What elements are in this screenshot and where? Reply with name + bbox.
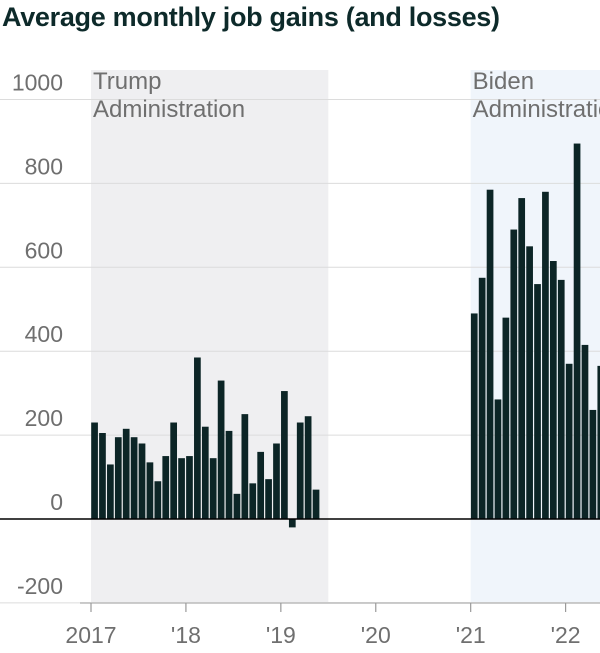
- y-tick-label-400: 400: [25, 321, 63, 347]
- bar-2021-05: [502, 317, 510, 519]
- bar-2018-12: [273, 443, 280, 519]
- y-tick-label-0: 0: [50, 489, 63, 515]
- bar-2017-05: [122, 428, 130, 519]
- bar-2017-12: [178, 458, 185, 519]
- y-tick-label-200: 200: [25, 405, 63, 431]
- bar-2021-08: [526, 246, 533, 519]
- bar-2021-10: [542, 191, 549, 520]
- bar-2021-09: [534, 284, 541, 519]
- bar-2019-03: [296, 422, 304, 519]
- bar-2018-01: [186, 456, 193, 519]
- bar-2017-03: [107, 464, 114, 519]
- bar-2022-03: [581, 344, 589, 519]
- chart-title: Average monthly job gains (and losses): [2, 2, 500, 32]
- bar-2017-11: [170, 422, 178, 519]
- bar-2018-11: [265, 479, 272, 519]
- bar-2021-11: [549, 261, 557, 519]
- x-tick-label-2022-01: '22: [551, 622, 581, 648]
- bar-2021-06: [510, 229, 518, 520]
- y-tick-label-800: 800: [25, 153, 63, 179]
- y-tick-label-600: 600: [25, 237, 63, 263]
- bar-2022-01: [565, 363, 573, 519]
- bar-2017-10: [162, 456, 170, 519]
- x-axis: 2017'18'19'20'21'22'23: [65, 602, 600, 648]
- bar-2017-04: [114, 437, 122, 519]
- bar-2021-01: [470, 313, 478, 519]
- bar-2022-02: [573, 143, 581, 520]
- bar-2021-02: [478, 277, 486, 519]
- bar-2018-08: [241, 414, 249, 519]
- shaded-period-0-label-0: Trump: [93, 68, 161, 95]
- bar-2018-02: [194, 357, 201, 519]
- shaded-period-1-label-0: Biden: [473, 68, 534, 95]
- bar-2019-04: [304, 416, 312, 519]
- y-tick-label--200: -200: [17, 573, 63, 599]
- bar-2019-05: [312, 489, 320, 519]
- x-tick-label-2021-01: '21: [456, 622, 486, 648]
- shaded-period-0-label-1: Administration: [93, 96, 245, 123]
- bar-2019-02: [288, 519, 296, 528]
- bar-2022-05: [597, 365, 600, 519]
- bar-2018-06: [225, 430, 233, 519]
- x-tick-label-2017-01: 2017: [65, 622, 116, 648]
- bar-2019-01: [281, 391, 288, 519]
- bar-2018-10: [257, 451, 265, 519]
- bar-2021-07: [518, 198, 526, 519]
- y-tick-labels: -200 0 200 400 600 800 1000: [12, 70, 63, 599]
- shaded-period-labels: TrumpAdministrationBidenAdministration: [93, 68, 600, 123]
- y-tick-label-1000: 1000: [12, 70, 63, 96]
- bars: [91, 143, 600, 528]
- bar-2021-12: [557, 279, 565, 519]
- bar-2017-01: [91, 422, 98, 519]
- shaded-period-0: [91, 70, 329, 602]
- bar-2021-03: [486, 189, 494, 519]
- bar-2018-07: [233, 493, 241, 519]
- bar-2017-02: [99, 433, 106, 519]
- x-tick-label-2020-01: '20: [361, 622, 391, 648]
- bar-2018-05: [217, 380, 225, 519]
- x-tick-label-2018-01: '18: [171, 622, 201, 648]
- shaded-period-1-label-1: Administration: [473, 96, 600, 123]
- bar-2021-04: [494, 399, 502, 519]
- bar-2017-09: [154, 481, 162, 519]
- bar-2018-04: [209, 458, 217, 519]
- bar-2022-04: [589, 409, 597, 519]
- bar-2018-09: [249, 483, 257, 519]
- bar-2017-06: [130, 437, 138, 519]
- bar-2018-03: [201, 426, 209, 519]
- bar-2017-08: [146, 462, 154, 519]
- bar-2017-07: [138, 443, 146, 519]
- x-tick-label-2019-01: '19: [266, 622, 296, 648]
